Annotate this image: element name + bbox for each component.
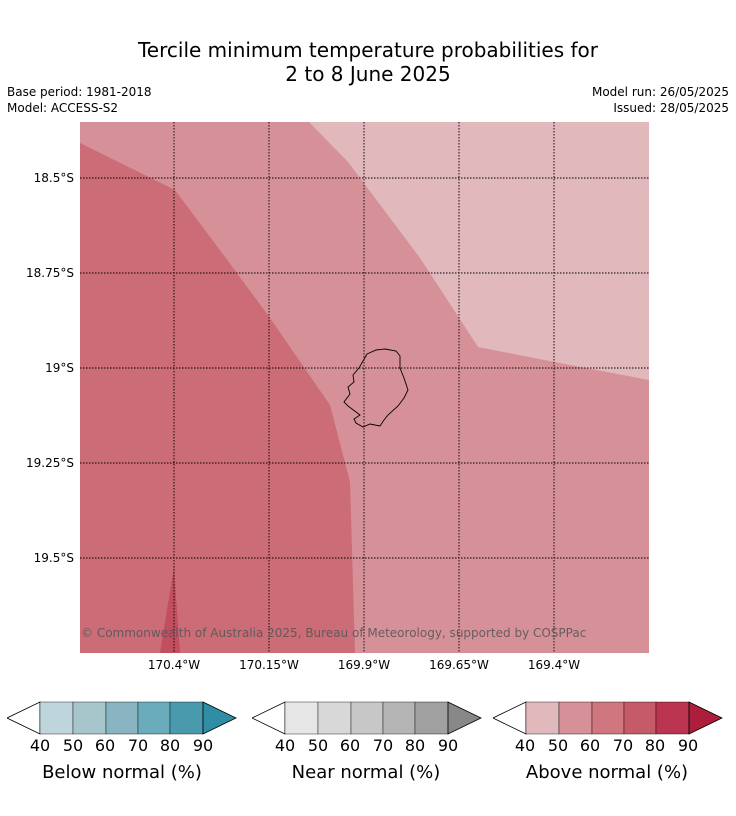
colorbar-tick: 90 <box>677 736 699 755</box>
colorbar-tick: 80 <box>644 736 666 755</box>
lon-label: 170.4°W <box>147 658 201 672</box>
longitude-gridlines <box>173 122 555 653</box>
colorbar-above-bin <box>525 701 560 735</box>
colorbar-near-bin <box>350 701 384 735</box>
colorbar-tick: 40 <box>274 736 296 755</box>
colorbar-tick: 60 <box>94 736 116 755</box>
colorbar-above-swatches <box>493 701 723 735</box>
lat-label: 19.25°S <box>26 456 74 470</box>
lon-label: 169.65°W <box>429 658 489 672</box>
title-line-1: Tercile minimum temperature probabilitie… <box>137 38 599 62</box>
title-line-2: 2 to 8 June 2025 <box>285 62 451 86</box>
colorbar-tick: 80 <box>159 736 181 755</box>
colorbar-above-min-arrow <box>493 701 527 735</box>
colorbar-tick: 40 <box>29 736 51 755</box>
colorbar-tick: 70 <box>127 736 149 755</box>
colorbar-near-min-arrow <box>252 701 286 735</box>
colorbar-tick: 90 <box>192 736 214 755</box>
lat-label: 19.5°S <box>33 551 74 565</box>
colorbar-below-normal <box>7 700 237 736</box>
colorbar-below-max-arrow <box>202 701 237 735</box>
colorbar-below-bin <box>39 701 74 735</box>
colorbar-above-bin <box>623 701 657 735</box>
lat-label: 18.5°S <box>33 171 74 185</box>
colorbar-tick: 70 <box>372 736 394 755</box>
colorbar-near-label: Near normal (%) <box>291 762 441 783</box>
colorbar-near-max-arrow <box>447 701 482 735</box>
region-above-40-50 <box>309 122 649 380</box>
lat-label: 19°S <box>45 361 74 375</box>
lon-label: 169.9°W <box>337 658 391 672</box>
model-run: Model run: 26/05/2025 <box>591 85 729 99</box>
colorbar-below-min-arrow <box>7 701 41 735</box>
colorbar-near-bin <box>414 701 449 735</box>
colorbar-below-swatches <box>7 701 237 735</box>
colorbar-tick: 40 <box>514 736 536 755</box>
colorbar-tick: 70 <box>612 736 634 755</box>
colorbar-tick: 50 <box>307 736 329 755</box>
colorbar-near-normal <box>252 700 482 736</box>
lat-label: 18.75°S <box>26 266 74 280</box>
issued-date: Issued: 28/05/2025 <box>613 101 729 115</box>
base-period: Base period: 1981-2018 <box>7 85 152 99</box>
colorbar-near-swatches <box>252 701 482 735</box>
probability-map <box>80 122 649 653</box>
lon-label: 169.4°W <box>527 658 581 672</box>
colorbar-above-bin <box>655 701 690 735</box>
colorbar-below-bin <box>105 701 139 735</box>
colorbar-below-bin <box>137 701 171 735</box>
colorbar-tick: 60 <box>339 736 361 755</box>
colorbar-tick: 80 <box>404 736 426 755</box>
region-above-70-80 <box>160 567 180 653</box>
colorbar-above-bin <box>558 701 593 735</box>
colorbar-below-label: Below normal (%) <box>42 762 202 783</box>
meta-left: Base period: 1981-2018 Model: ACCESS-S2 <box>7 84 152 116</box>
map-title: Tercile minimum temperature probabilitie… <box>0 38 736 86</box>
colorbar-tick: 90 <box>437 736 459 755</box>
colorbar-near-bin <box>284 701 319 735</box>
niue-island-outline <box>343 348 409 428</box>
colorbar-tick: 50 <box>62 736 84 755</box>
colorbar-above-bin <box>591 701 625 735</box>
colorbar-above-max-arrow <box>688 701 723 735</box>
copyright-credit: © Commonwealth of Australia 2025, Bureau… <box>81 626 587 640</box>
colorbar-above-normal <box>493 700 723 736</box>
colorbar-tick: 50 <box>547 736 569 755</box>
colorbar-below-bin <box>72 701 107 735</box>
colorbar-near-bin <box>317 701 352 735</box>
colorbar-below-bin <box>169 701 204 735</box>
colorbar-tick: 60 <box>579 736 601 755</box>
colorbar-near-bin <box>382 701 416 735</box>
model-name: Model: ACCESS-S2 <box>7 101 119 115</box>
lon-label: 170.15°W <box>239 658 299 672</box>
colorbar-above-label: Above normal (%) <box>525 762 689 783</box>
meta-right: Model run: 26/05/2025 Issued: 28/05/2025 <box>592 84 729 116</box>
